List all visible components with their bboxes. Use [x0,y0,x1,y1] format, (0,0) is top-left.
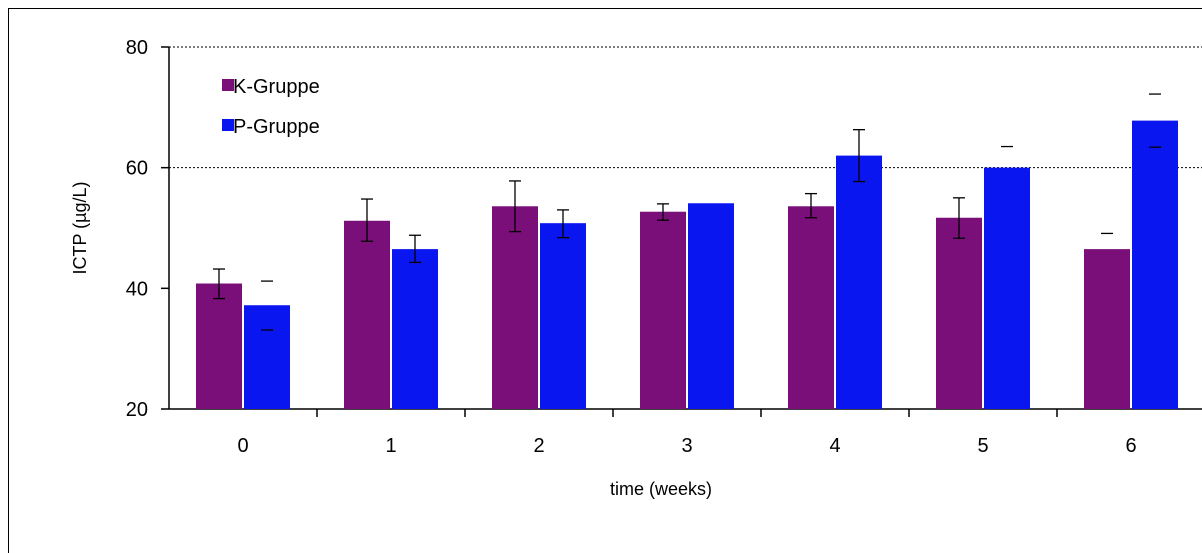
x-tick-label: 4 [829,435,840,457]
bars [196,120,1178,410]
x-tick-label: 2 [533,435,544,457]
x-tick-label: 5 [977,435,988,457]
x-tick-label: 3 [681,435,692,457]
x-tick-label: 0 [237,435,248,457]
x-tick-label: 1 [385,435,396,457]
bar-k-gruppe [196,283,242,409]
y-axis-title: ICTP (µg/L) [70,181,90,274]
bar-p-gruppe [392,249,438,409]
legend-swatch-k-gruppe [222,79,234,91]
y-tick-label: 80 [126,37,148,59]
bar-p-gruppe [688,203,734,409]
gridlines [169,46,1202,169]
bar-k-gruppe [640,211,686,409]
bar-k-gruppe [492,206,538,409]
x-tick-label: 6 [1125,435,1136,457]
tick-labels: 20 40 60 80 0 1 2 3 4 5 6 [126,37,1137,457]
bar-k-gruppe [788,206,834,409]
error-bars [213,93,1161,331]
bar-p-gruppe [836,155,882,409]
bar-k-gruppe [1084,249,1130,409]
y-tick-label: 60 [126,158,148,180]
chart-frame [8,8,1202,553]
y-tick-label: 20 [126,399,148,421]
y-tick-label: 40 [126,278,148,300]
bar-p-gruppe [984,167,1030,409]
legend-label-k-gruppe: K-Gruppe [233,76,320,98]
x-axis-title: time (weeks) [610,479,712,499]
bar-k-gruppe [936,217,982,409]
bar-p-gruppe [1132,120,1178,410]
legend-swatch-p-gruppe [222,119,234,131]
bar-k-gruppe [344,220,390,409]
legend: K-Gruppe P-Gruppe [222,76,320,138]
bar-p-gruppe [540,223,586,409]
bar-p-gruppe [244,305,290,409]
legend-label-p-gruppe: P-Gruppe [233,116,320,138]
